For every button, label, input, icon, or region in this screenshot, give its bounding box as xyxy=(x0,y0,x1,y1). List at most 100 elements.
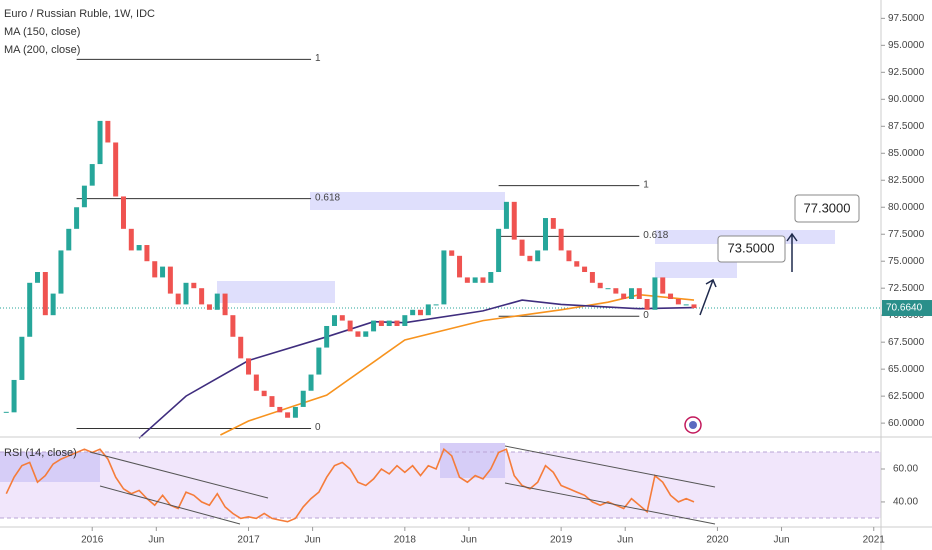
candle xyxy=(621,293,627,299)
candle xyxy=(27,282,33,337)
candle xyxy=(496,228,502,273)
candle xyxy=(81,185,87,208)
candle xyxy=(285,412,291,418)
candle xyxy=(605,288,611,290)
candle xyxy=(347,320,353,332)
zone xyxy=(310,192,505,210)
candle xyxy=(660,277,666,294)
candle xyxy=(331,315,337,326)
y-tick-label: 97.5000 xyxy=(888,13,925,24)
candle xyxy=(457,255,463,278)
candle xyxy=(511,201,517,240)
zone xyxy=(217,281,335,303)
candle xyxy=(308,374,314,391)
trendline xyxy=(99,485,241,525)
fib-label: 0.618 xyxy=(315,192,340,203)
candle xyxy=(74,207,80,229)
y-tick-label: 60.0000 xyxy=(888,418,925,429)
arrow xyxy=(699,278,717,316)
fib-label: 1 xyxy=(643,179,649,190)
y-tick-label: 77.5000 xyxy=(888,229,925,240)
candle xyxy=(113,142,119,197)
candle xyxy=(206,304,212,310)
trendline xyxy=(504,445,716,488)
candle xyxy=(144,245,150,262)
candle xyxy=(675,298,681,305)
candle xyxy=(691,304,697,309)
candle xyxy=(394,320,400,326)
legend-title: Euro / Russian Ruble, 1W, IDC xyxy=(4,8,155,20)
candle xyxy=(97,120,103,165)
candle xyxy=(644,298,650,310)
y-tick-label: 67.5000 xyxy=(888,337,925,348)
zone xyxy=(655,262,737,278)
candle xyxy=(58,250,64,294)
candle xyxy=(668,293,674,299)
candle xyxy=(191,282,197,289)
candle xyxy=(363,331,369,337)
y-tick-label: 75.0000 xyxy=(888,256,925,267)
candle xyxy=(238,336,244,359)
legend-entry: MA (200, close) xyxy=(4,44,80,56)
candle xyxy=(120,196,126,229)
candle xyxy=(628,288,634,299)
y-tick-label: 40.00 xyxy=(893,497,918,508)
fib-label: 0 xyxy=(643,310,649,321)
candle xyxy=(535,250,541,262)
candle xyxy=(300,390,306,407)
candle xyxy=(613,288,619,294)
x-tick-label: Jun xyxy=(461,535,477,546)
fib-label: 1 xyxy=(315,53,321,64)
y-tick-label: 80.0000 xyxy=(888,202,925,213)
candle xyxy=(597,282,603,289)
candle xyxy=(503,201,509,229)
candle xyxy=(543,218,549,251)
zone xyxy=(0,452,100,482)
candle xyxy=(175,293,181,305)
icon xyxy=(689,421,697,429)
candle xyxy=(574,261,580,267)
candle xyxy=(582,266,588,273)
x-tick-label: Jun xyxy=(148,535,164,546)
candle xyxy=(652,277,658,310)
candle xyxy=(425,304,431,316)
candle xyxy=(410,309,416,316)
candle xyxy=(355,331,361,337)
candle xyxy=(222,293,228,316)
candle xyxy=(269,396,275,407)
candle xyxy=(160,266,166,278)
candle xyxy=(35,272,41,283)
y-tick-label: 92.5000 xyxy=(888,67,925,78)
plot: 1 0.618 0 1 0.618 0 xyxy=(0,53,881,523)
candle xyxy=(214,293,220,310)
y-tick-label: 82.5000 xyxy=(888,175,925,186)
candle xyxy=(324,325,330,348)
arrow xyxy=(786,232,798,272)
candle xyxy=(277,406,283,413)
candle xyxy=(378,320,384,326)
candle xyxy=(152,261,158,278)
x-tick-label: Jun xyxy=(617,535,633,546)
candle xyxy=(636,288,642,299)
candle xyxy=(417,309,423,316)
x-tick-label: 2021 xyxy=(863,535,886,546)
candle xyxy=(566,250,572,262)
candle xyxy=(589,272,595,283)
rsi-line xyxy=(5,447,695,523)
candle xyxy=(480,277,486,283)
candle xyxy=(386,320,392,326)
candle xyxy=(683,304,689,306)
trendline xyxy=(504,482,716,525)
candle xyxy=(50,293,56,316)
candle xyxy=(339,315,345,321)
candle xyxy=(105,120,111,143)
candle xyxy=(558,228,564,251)
ma-line xyxy=(220,293,695,436)
candle xyxy=(402,315,408,326)
candle xyxy=(136,245,142,251)
candle xyxy=(292,406,298,418)
x-tick-label: 2016 xyxy=(81,535,104,546)
x-tick-label: Jun xyxy=(305,535,321,546)
x-tick-label: 2017 xyxy=(237,535,260,546)
